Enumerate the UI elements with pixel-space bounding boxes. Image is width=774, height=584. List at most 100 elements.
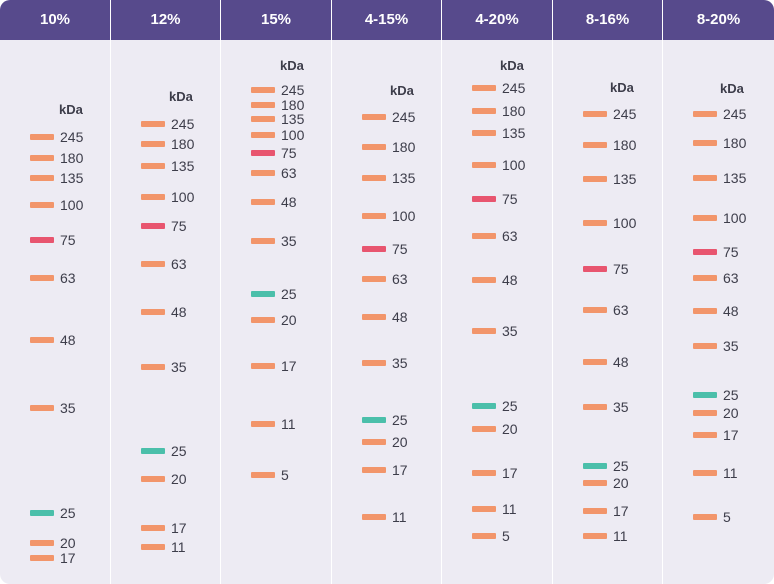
band-marker — [251, 363, 275, 369]
band-label: 20 — [502, 421, 518, 437]
band-label: 5 — [281, 467, 289, 483]
band-label: 20 — [171, 471, 187, 487]
band-label: 63 — [613, 302, 629, 318]
band-label: 75 — [723, 244, 739, 260]
band-label: 100 — [723, 210, 747, 226]
band-label: 5 — [502, 528, 510, 544]
band-label: 25 — [502, 398, 518, 414]
lane-2: 15% kDa 245 180 135 100 75 63 48 35 25 20 17 11 5 — [221, 0, 332, 584]
band-marker — [251, 116, 275, 122]
band-marker — [362, 144, 386, 150]
band-marker — [693, 308, 717, 314]
band-label: 17 — [60, 550, 76, 566]
band-label: 135 — [502, 125, 526, 141]
band-label: 180 — [502, 103, 526, 119]
band-label: 17 — [392, 462, 408, 478]
band-marker — [362, 467, 386, 473]
band-label: 48 — [392, 309, 408, 325]
unit-label: kDa — [500, 58, 524, 73]
unit-label: kDa — [59, 102, 83, 117]
band-marker — [30, 202, 54, 208]
band-marker — [693, 432, 717, 438]
band-marker — [472, 506, 496, 512]
band-marker — [30, 337, 54, 343]
lane-title: 15% — [260, 11, 292, 28]
band-marker — [583, 508, 607, 514]
band-label: 20 — [281, 312, 297, 328]
band-label: 245 — [502, 80, 526, 96]
band-label: 245 — [723, 106, 747, 122]
band-label: 75 — [171, 218, 187, 234]
band-label: 25 — [613, 458, 629, 474]
band-marker — [693, 249, 717, 255]
band-marker — [251, 132, 275, 138]
band-marker — [251, 150, 275, 156]
band-marker — [583, 220, 607, 226]
band-marker — [251, 421, 275, 427]
band-label: 135 — [613, 171, 637, 187]
band-label: 17 — [171, 520, 187, 536]
band-marker — [472, 162, 496, 168]
band-label: 25 — [392, 412, 408, 428]
band-marker — [362, 417, 386, 423]
band-marker — [693, 470, 717, 476]
band-label: 180 — [392, 139, 416, 155]
band-marker — [141, 476, 165, 482]
band-label: 63 — [723, 270, 739, 286]
band-label: 25 — [723, 387, 739, 403]
band-label: 63 — [60, 270, 76, 286]
band-marker — [583, 359, 607, 365]
band-label: 245 — [60, 129, 84, 145]
band-marker — [362, 175, 386, 181]
lane-5: 8-16% kDa 245 180 135 100 75 63 48 35 25 20 17 11 — [553, 0, 663, 584]
band-marker — [251, 238, 275, 244]
band-label: 100 — [392, 208, 416, 224]
band-marker — [141, 223, 165, 229]
band-marker — [472, 403, 496, 409]
band-label: 17 — [281, 358, 297, 374]
lane-title: 8-16% — [585, 11, 630, 28]
unit-label: kDa — [720, 81, 744, 96]
band-marker — [472, 85, 496, 91]
band-marker — [251, 87, 275, 93]
band-marker — [251, 199, 275, 205]
band-label: 11 — [392, 509, 407, 525]
band-label: 180 — [60, 150, 84, 166]
band-marker — [472, 470, 496, 476]
band-marker — [583, 266, 607, 272]
band-label: 75 — [613, 261, 629, 277]
band-label: 35 — [171, 359, 187, 375]
band-label: 35 — [502, 323, 518, 339]
unit-label: kDa — [169, 89, 193, 104]
band-label: 48 — [613, 354, 629, 370]
band-label: 35 — [723, 338, 739, 354]
band-label: 25 — [171, 443, 187, 459]
lane-title: 10% — [39, 11, 71, 28]
band-marker — [472, 533, 496, 539]
band-marker — [30, 510, 54, 516]
band-label: 48 — [502, 272, 518, 288]
lane-1: 12% kDa 245 180 135 100 75 63 48 35 25 20 17 11 — [111, 0, 221, 584]
band-marker — [472, 130, 496, 136]
band-marker — [693, 111, 717, 117]
band-label: 48 — [171, 304, 187, 320]
band-label: 35 — [281, 233, 297, 249]
band-marker — [30, 540, 54, 546]
unit-label: kDa — [280, 58, 304, 73]
band-marker — [693, 343, 717, 349]
band-marker — [30, 275, 54, 281]
band-marker — [141, 364, 165, 370]
band-label: 11 — [171, 539, 186, 555]
band-marker — [583, 307, 607, 313]
band-marker — [693, 392, 717, 398]
band-marker — [693, 514, 717, 520]
band-marker — [30, 175, 54, 181]
band-marker — [472, 108, 496, 114]
band-label: 135 — [281, 111, 305, 127]
band-marker — [141, 309, 165, 315]
band-marker — [583, 404, 607, 410]
band-label: 75 — [502, 191, 518, 207]
band-marker — [472, 233, 496, 239]
band-marker — [251, 291, 275, 297]
lane-0: 10% kDa 245 180 135 100 75 63 48 35 25 20 17 — [0, 0, 111, 584]
